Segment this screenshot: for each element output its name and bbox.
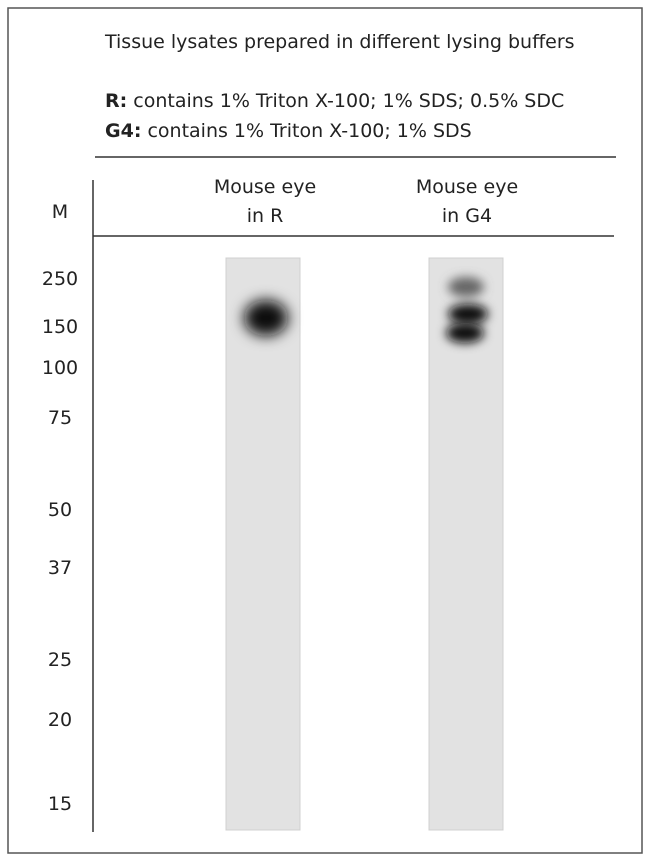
marker-header: M	[52, 201, 68, 223]
lane	[428, 257, 504, 831]
marker-label: 25	[48, 649, 72, 671]
buffer-text: contains 1% Triton X-100; 1% SDS; 0.5% S…	[133, 90, 564, 112]
marker-label: 20	[48, 709, 72, 731]
marker-label: 100	[42, 357, 78, 379]
lane	[225, 257, 301, 831]
buffer-g4: G4: contains 1% Triton X-100; 1% SDS	[105, 120, 472, 142]
lane-label: in R	[247, 205, 284, 227]
marker-label: 250	[42, 268, 78, 290]
buffer-text: contains 1% Triton X-100; 1% SDS	[147, 120, 471, 142]
marker-label: 15	[48, 793, 72, 815]
marker-label: 37	[48, 557, 72, 579]
buffer-name: R:	[105, 90, 127, 112]
buffer-name: G4:	[105, 120, 141, 142]
band	[244, 300, 288, 336]
band	[448, 277, 484, 297]
frame	[7, 7, 643, 854]
band	[446, 323, 484, 343]
marker-label: 50	[48, 499, 72, 521]
lane-label: Mouse eye	[214, 176, 316, 198]
marker-label: 150	[42, 316, 78, 338]
buffer-r: R: contains 1% Triton X-100; 1% SDS; 0.5…	[105, 90, 564, 112]
lane-label: in G4	[442, 205, 492, 227]
band	[448, 304, 488, 324]
marker-label: 75	[48, 407, 72, 429]
title: Tissue lysates prepared in different lys…	[104, 31, 575, 53]
lane-label: Mouse eye	[416, 176, 518, 198]
